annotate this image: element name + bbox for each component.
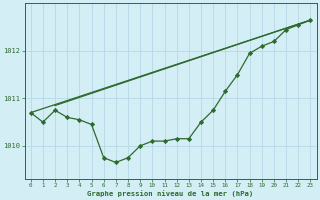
X-axis label: Graphe pression niveau de la mer (hPa): Graphe pression niveau de la mer (hPa) [87, 190, 254, 197]
